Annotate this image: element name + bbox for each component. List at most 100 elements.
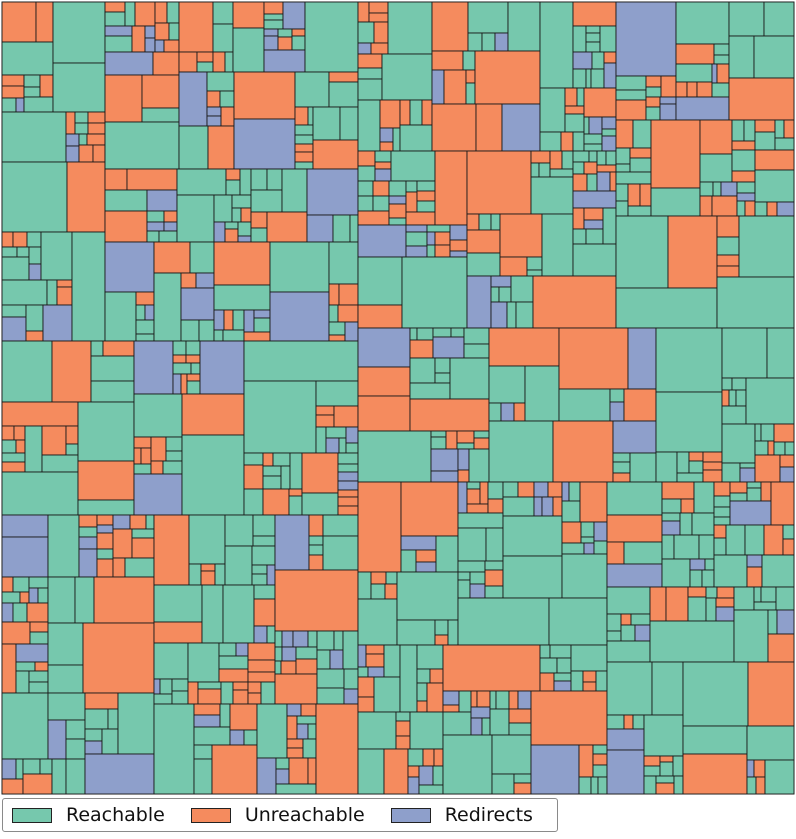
treemap-cell-unreachable bbox=[66, 161, 106, 233]
treemap-cell-reachable bbox=[357, 711, 397, 750]
treemap-cell-unreachable bbox=[133, 447, 142, 465]
treemap-cell-redirects bbox=[343, 688, 359, 705]
treemap-cell-reachable bbox=[243, 488, 264, 516]
treemap-cell-unreachable bbox=[368, 1, 389, 14]
treemap-cell-reachable bbox=[590, 776, 599, 795]
treemap-cell-unreachable bbox=[232, 1, 265, 29]
treemap-cell-unreachable bbox=[294, 106, 309, 126]
treemap-cell-unreachable bbox=[620, 613, 632, 626]
treemap-cell-unreachable bbox=[434, 150, 468, 226]
treemap-cell-redirects bbox=[494, 32, 509, 52]
treemap-cell-reachable bbox=[188, 563, 202, 586]
treemap-cell-reachable bbox=[585, 228, 604, 245]
treemap-cell-reachable bbox=[162, 460, 183, 475]
treemap-cell-redirects bbox=[357, 42, 372, 55]
treemap-cell-reachable bbox=[387, 1, 433, 55]
treemap-cell-reachable bbox=[74, 122, 89, 135]
treemap-cell-unreachable bbox=[78, 144, 94, 163]
treemap-cell-reachable bbox=[131, 528, 155, 539]
treemap-cell-unreachable bbox=[84, 692, 119, 710]
treemap-cell-unreachable bbox=[627, 183, 641, 207]
treemap-cell-reachable bbox=[90, 355, 135, 382]
treemap-cell-reachable bbox=[490, 213, 501, 231]
treemap-cell-unreachable bbox=[561, 521, 582, 544]
treemap-cell-reachable bbox=[463, 343, 490, 359]
treemap-cell-unreachable bbox=[370, 42, 389, 55]
treemap-cell-unreachable bbox=[1, 643, 17, 694]
treemap-cell-reachable bbox=[736, 200, 746, 217]
treemap-cell-unreachable bbox=[56, 279, 73, 288]
treemap-cell-reachable bbox=[688, 460, 704, 474]
treemap-cell-unreachable bbox=[87, 122, 106, 135]
treemap-cell-reachable bbox=[277, 28, 293, 38]
treemap-cell-reachable bbox=[659, 761, 674, 777]
treemap-cell-reachable bbox=[481, 717, 491, 736]
treemap-cell-unreachable bbox=[220, 106, 235, 127]
treemap-cell-reachable bbox=[213, 329, 224, 342]
treemap-cell-reachable bbox=[250, 189, 283, 213]
treemap-cell-reachable bbox=[774, 119, 785, 139]
treemap-cell-unreachable bbox=[207, 125, 235, 170]
treemap-cell-unreachable bbox=[466, 488, 481, 505]
treemap-cell-reachable bbox=[731, 377, 747, 391]
treemap-cell-unreachable bbox=[126, 168, 178, 191]
treemap-cell-reachable bbox=[643, 765, 661, 777]
treemap-cell-unreachable bbox=[675, 81, 688, 98]
treemap-cell-reachable bbox=[39, 758, 53, 775]
treemap-cell-unreachable bbox=[431, 1, 469, 52]
treemap-cell-reachable bbox=[606, 481, 663, 516]
treemap-cell-unreachable bbox=[384, 583, 398, 600]
treemap-cell-reachable bbox=[388, 180, 407, 197]
treemap-cell-reachable bbox=[24, 425, 43, 473]
treemap-cell-unreachable bbox=[154, 1, 168, 24]
treemap-cell-reachable bbox=[117, 692, 155, 755]
treemap-cell-unreachable bbox=[409, 339, 434, 359]
treemap-cell-reachable bbox=[1, 304, 27, 318]
treemap-cell-reachable bbox=[172, 340, 187, 356]
treemap-cell-reachable bbox=[766, 327, 795, 379]
treemap-cell-reachable bbox=[782, 524, 795, 540]
treemap-cell-unreachable bbox=[223, 309, 234, 331]
treemap-cell-reachable bbox=[338, 437, 347, 454]
treemap-cell-reachable bbox=[308, 535, 324, 546]
treemap-cell-unreachable bbox=[307, 757, 317, 785]
treemap-cell-reachable bbox=[767, 609, 778, 635]
treemap-cell-unreachable bbox=[368, 12, 389, 23]
treemap-cell-reachable bbox=[302, 738, 317, 759]
treemap-cell-reachable bbox=[231, 194, 252, 209]
treemap-cell-redirects bbox=[442, 690, 460, 706]
treemap-cell-redirects bbox=[776, 201, 795, 217]
treemap-cell-redirects bbox=[104, 51, 154, 76]
treemap-cell-unreachable bbox=[65, 111, 76, 135]
treemap-cell-reachable bbox=[26, 231, 42, 248]
treemap-cell-unreachable bbox=[615, 119, 634, 149]
treemap-cell-unreachable bbox=[711, 195, 738, 217]
treemap-cell-reachable bbox=[28, 576, 49, 589]
treemap-cell-reachable bbox=[725, 524, 746, 556]
treemap-cell-reachable bbox=[713, 506, 731, 518]
treemap-cell-reachable bbox=[689, 569, 703, 588]
treemap-cell-reachable bbox=[266, 625, 276, 644]
treemap-cell-redirects bbox=[357, 644, 367, 668]
treemap-cell-reachable bbox=[104, 121, 180, 170]
treemap-cell-unreachable bbox=[247, 642, 276, 661]
treemap-cell-reachable bbox=[601, 128, 617, 137]
treemap-cell-unreachable bbox=[1, 576, 14, 593]
treemap-cell-reachable bbox=[47, 622, 84, 666]
treemap-cell-reachable bbox=[605, 150, 617, 166]
treemap-cell-redirects bbox=[430, 448, 459, 472]
treemap-cell-reachable bbox=[561, 500, 581, 523]
treemap-cell-unreachable bbox=[583, 87, 617, 118]
treemap-cell-reachable bbox=[135, 304, 146, 321]
treemap-cell-reachable bbox=[728, 35, 755, 79]
treemap-cell-unreachable bbox=[15, 439, 26, 454]
treemap-cell-unreachable bbox=[716, 215, 740, 238]
treemap-cell-unreachable bbox=[277, 36, 293, 51]
treemap-cell-unreachable bbox=[754, 454, 781, 483]
treemap-cell-reachable bbox=[698, 534, 715, 560]
treemap-cell-unreachable bbox=[665, 586, 689, 622]
treemap-cell-reachable bbox=[218, 642, 237, 657]
treemap-cell-redirects bbox=[195, 272, 215, 289]
treemap-cell-reachable bbox=[760, 423, 775, 442]
treemap-cell-reachable bbox=[650, 187, 701, 217]
